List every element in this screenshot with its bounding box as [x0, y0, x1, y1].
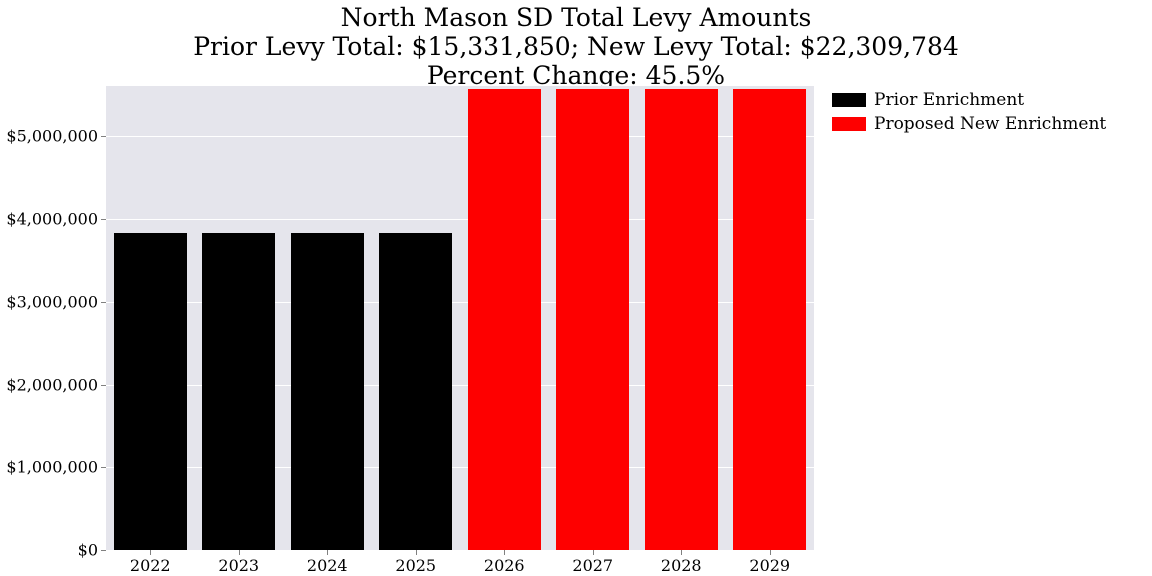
xtick-label: 2027 [572, 550, 613, 575]
plot-area: $0$1,000,000$2,000,000$3,000,000$4,000,0… [106, 86, 814, 550]
chart-title-block: North Mason SD Total Levy Amounts Prior … [0, 4, 1152, 90]
ytick-label: $3,000,000 [6, 292, 106, 311]
xtick-label: 2022 [130, 550, 171, 575]
legend-item: Prior Enrichment [832, 90, 1106, 110]
ytick-label: $4,000,000 [6, 210, 106, 229]
ytick-label: $5,000,000 [6, 127, 106, 146]
bar [556, 89, 629, 550]
bar [114, 233, 187, 550]
bar [733, 89, 806, 550]
legend: Prior Enrichment Proposed New Enrichment [832, 90, 1106, 138]
legend-label: Proposed New Enrichment [874, 114, 1106, 134]
xtick-label: 2025 [395, 550, 436, 575]
bar [468, 89, 541, 550]
gridline [106, 550, 814, 551]
xtick-label: 2023 [218, 550, 259, 575]
bar [379, 233, 452, 550]
legend-swatch [832, 93, 866, 107]
xtick-label: 2029 [749, 550, 790, 575]
bar [291, 233, 364, 550]
legend-label: Prior Enrichment [874, 90, 1024, 110]
xtick-label: 2026 [484, 550, 525, 575]
ytick-label: $2,000,000 [6, 375, 106, 394]
figure: North Mason SD Total Levy Amounts Prior … [0, 0, 1152, 576]
bar [645, 89, 718, 550]
chart-title-line1: North Mason SD Total Levy Amounts [0, 4, 1152, 33]
ytick-label: $1,000,000 [6, 458, 106, 477]
bar [202, 233, 275, 550]
ytick-label: $0 [78, 541, 106, 560]
legend-swatch [832, 117, 866, 131]
legend-item: Proposed New Enrichment [832, 114, 1106, 134]
xtick-label: 2028 [661, 550, 702, 575]
chart-title-line2: Prior Levy Total: $15,331,850; New Levy … [0, 33, 1152, 62]
xtick-label: 2024 [307, 550, 348, 575]
